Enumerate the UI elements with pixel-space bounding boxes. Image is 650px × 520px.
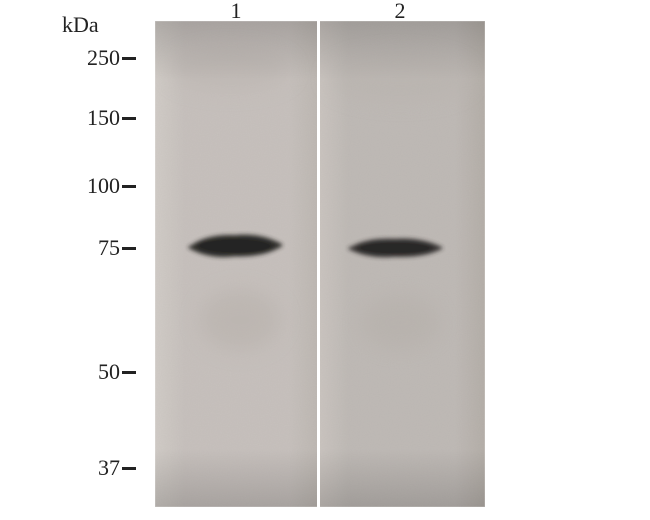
marker-dash (122, 467, 136, 470)
marker-dash (122, 117, 136, 120)
lane-label: 1 (221, 0, 251, 24)
marker-label: 150 (50, 105, 120, 131)
marker-dash (122, 185, 136, 188)
marker-label: 100 (50, 173, 120, 199)
unit-label: kDa (62, 12, 99, 38)
marker-label: 75 (50, 235, 120, 261)
marker-dash (122, 57, 136, 60)
lane-label: 2 (385, 0, 415, 24)
marker-dash (122, 371, 136, 374)
blot-svg (155, 21, 485, 507)
western-blot-figure: kDa 250 150 100 75 50 37 1 2 (0, 0, 650, 520)
marker-label: 250 (50, 45, 120, 71)
blot-region (155, 21, 485, 507)
marker-label: 50 (50, 359, 120, 385)
marker-dash (122, 247, 136, 250)
marker-label: 37 (50, 455, 120, 481)
